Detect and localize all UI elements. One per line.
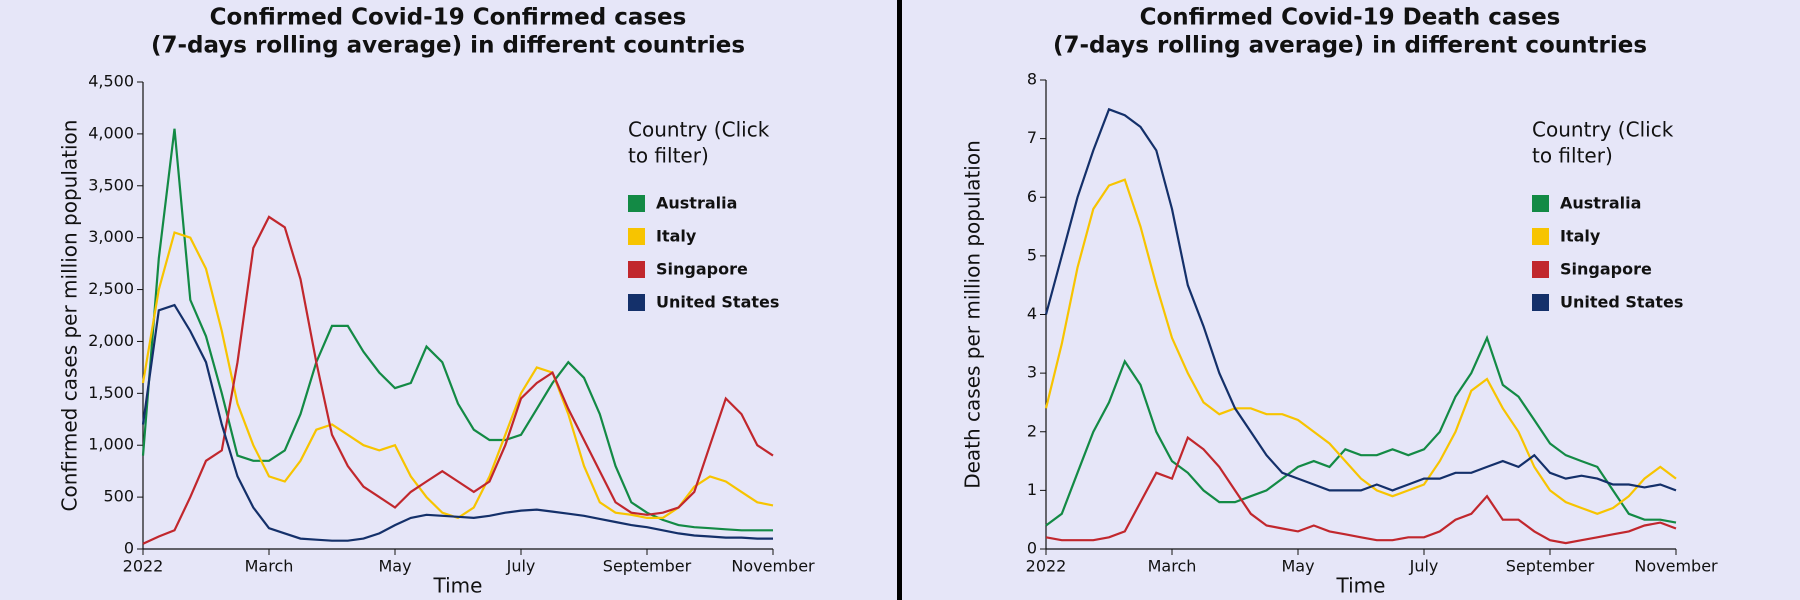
legend-title: Country (Click [628, 118, 770, 142]
y-tick-label: 2,000 [88, 331, 134, 350]
line-series [142, 215, 774, 545]
legend-item[interactable]: Singapore [1532, 260, 1652, 279]
legend-swatch[interactable] [628, 261, 645, 278]
y-tick-label: 1,000 [88, 435, 134, 454]
legend-swatch[interactable] [628, 294, 645, 311]
y-tick-label: 0 [1027, 539, 1037, 558]
legend-swatch[interactable] [628, 228, 645, 245]
chart-title: Confirmed Covid-19 Death cases [1140, 5, 1561, 31]
y-tick-label: 5 [1027, 245, 1037, 264]
y-tick-label: 4 [1027, 304, 1037, 323]
legend-label[interactable]: Italy [1560, 227, 1601, 246]
legend-label[interactable]: Australia [656, 194, 737, 213]
legend-swatch[interactable] [628, 195, 645, 212]
chart-panel: Confirmed Covid-19 Death cases(7-days ro… [961, 5, 1719, 598]
legend-swatch[interactable] [1532, 294, 1549, 311]
legend-swatch[interactable] [1532, 228, 1549, 245]
y-tick-label: 4,000 [88, 123, 134, 142]
x-tick-label: 2022 [1026, 557, 1067, 576]
line-series [141, 128, 773, 532]
x-tick-label: November [731, 557, 815, 576]
x-tick-label: September [1506, 557, 1595, 576]
legend-label[interactable]: Italy [656, 227, 697, 246]
x-tick-label: March [245, 557, 294, 576]
line-series [1044, 178, 1677, 515]
y-tick-label: 0 [124, 539, 134, 558]
x-tick-label: March [1148, 557, 1197, 576]
y-tick-label: 6 [1027, 187, 1037, 206]
legend-item[interactable]: Italy [628, 227, 697, 246]
legend-item[interactable]: Singapore [628, 260, 748, 279]
chart-title: (7-days rolling average) in different co… [151, 33, 745, 59]
legend-title: to filter) [1532, 144, 1613, 168]
line-series [141, 303, 773, 542]
y-tick-label: 3,000 [88, 227, 134, 246]
y-tick-label: 500 [103, 487, 134, 506]
x-tick-label: 2022 [123, 557, 164, 576]
legend-item[interactable]: United States [628, 293, 779, 312]
legend-swatch[interactable] [1532, 261, 1549, 278]
legend-item[interactable]: Italy [1532, 227, 1601, 246]
legend-title: to filter) [628, 144, 709, 168]
chart-title: (7-days rolling average) in different co… [1053, 33, 1647, 59]
x-tick-label: May [1281, 557, 1314, 576]
legend-label[interactable]: Singapore [656, 260, 748, 279]
y-tick-label: 2,500 [88, 279, 134, 298]
line-series [1044, 107, 1677, 492]
line-series [1045, 334, 1677, 527]
y-axis-title: Confirmed cases per million population [58, 120, 82, 512]
legend-swatch[interactable] [1532, 195, 1549, 212]
y-tick-label: 2 [1027, 421, 1037, 440]
y-tick-label: 3,500 [88, 175, 134, 194]
legend-item[interactable]: Australia [628, 194, 737, 213]
y-tick-label: 7 [1027, 128, 1037, 147]
x-axis-title: Time [433, 574, 483, 598]
y-tick-label: 8 [1027, 70, 1037, 89]
x-tick-label: July [506, 557, 536, 576]
y-tick-label: 4,500 [88, 72, 134, 91]
chart-title: Confirmed Covid-19 Confirmed cases [210, 5, 687, 31]
y-tick-label: 1,500 [88, 383, 134, 402]
legend-label[interactable]: United States [656, 293, 779, 312]
divider [897, 0, 902, 600]
y-tick-label: 1 [1027, 480, 1037, 499]
x-tick-label: July [1409, 557, 1439, 576]
legend-title: Country (Click [1532, 118, 1674, 142]
x-tick-label: September [603, 557, 692, 576]
x-tick-label: November [1634, 557, 1718, 576]
y-tick-label: 3 [1027, 363, 1037, 382]
x-axis-title: Time [1336, 574, 1386, 598]
legend-label[interactable]: United States [1560, 293, 1683, 312]
legend-label[interactable]: Singapore [1560, 260, 1652, 279]
x-tick-label: May [378, 557, 411, 576]
y-axis-title: Death cases per million population [961, 140, 985, 489]
legend-item[interactable]: Australia [1532, 194, 1641, 213]
legend-item[interactable]: United States [1532, 293, 1683, 312]
line-series [1045, 435, 1677, 545]
legend-label[interactable]: Australia [1560, 194, 1641, 213]
chart-panel: Confirmed Covid-19 Confirmed cases(7-day… [58, 5, 816, 598]
